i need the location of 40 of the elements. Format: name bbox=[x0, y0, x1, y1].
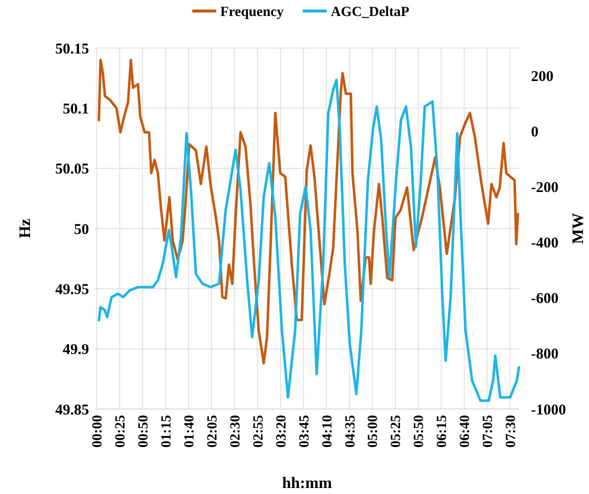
y-axis-title: Hz bbox=[17, 218, 34, 238]
x-tick-label: 01:15 bbox=[159, 415, 174, 448]
x-tick-label: 02:05 bbox=[205, 415, 220, 448]
y-tick-label: 50.15 bbox=[55, 41, 89, 58]
x-tick-label: 05:25 bbox=[389, 415, 404, 448]
x-tick-label: 01:40 bbox=[182, 415, 198, 448]
x-tick-label: 02:30 bbox=[228, 415, 244, 448]
y2-tick-label: -400 bbox=[531, 236, 558, 252]
line-series bbox=[98, 58, 520, 365]
x-axis-title: hh:mm bbox=[282, 475, 333, 492]
x-tick-label: 05:00 bbox=[366, 415, 382, 448]
y2-axis-title: MW bbox=[570, 212, 587, 244]
y-tick-label: 49.9 bbox=[62, 342, 89, 358]
x-tick-label: 00:00 bbox=[90, 415, 106, 448]
x-tick-label: 04:35 bbox=[343, 415, 358, 448]
x-tick-label: 06:15 bbox=[435, 415, 450, 448]
legend-label: AGC_DeltaP bbox=[330, 5, 410, 20]
y-tick-label: 50.05 bbox=[55, 162, 89, 178]
y-tick-label: 49.95 bbox=[55, 282, 89, 298]
x-tick-label: 05:50 bbox=[412, 415, 428, 448]
y-tick-label: 50.1 bbox=[62, 101, 89, 118]
y-tick-label: 49.85 bbox=[55, 402, 89, 418]
y2-tick-label: 0 bbox=[531, 124, 538, 141]
x-tick-label: 03:20 bbox=[274, 415, 290, 448]
x-tick-label: 06:40 bbox=[458, 415, 474, 448]
y2-tick-label: -800 bbox=[531, 346, 558, 363]
x-tick-label: 02:55 bbox=[251, 415, 266, 448]
x-tick-label: 07:30 bbox=[504, 415, 520, 448]
x-tick-label: 00:25 bbox=[114, 415, 129, 448]
x-tick-label: 00:50 bbox=[136, 415, 152, 448]
x-tick-label: 07:05 bbox=[481, 415, 496, 448]
y-tick-label: 50 bbox=[74, 222, 89, 238]
x-tick-label: 04:10 bbox=[320, 415, 336, 448]
y2-tick-label: -600 bbox=[531, 291, 558, 308]
y2-tick-label: 200 bbox=[531, 69, 554, 86]
legend-label: Frequency bbox=[220, 5, 284, 20]
y2-tick-label: -200 bbox=[531, 180, 558, 196]
line-series bbox=[98, 78, 520, 402]
y2-tick-label: -1000 bbox=[531, 402, 566, 418]
x-tick-label: 03:45 bbox=[297, 415, 312, 448]
